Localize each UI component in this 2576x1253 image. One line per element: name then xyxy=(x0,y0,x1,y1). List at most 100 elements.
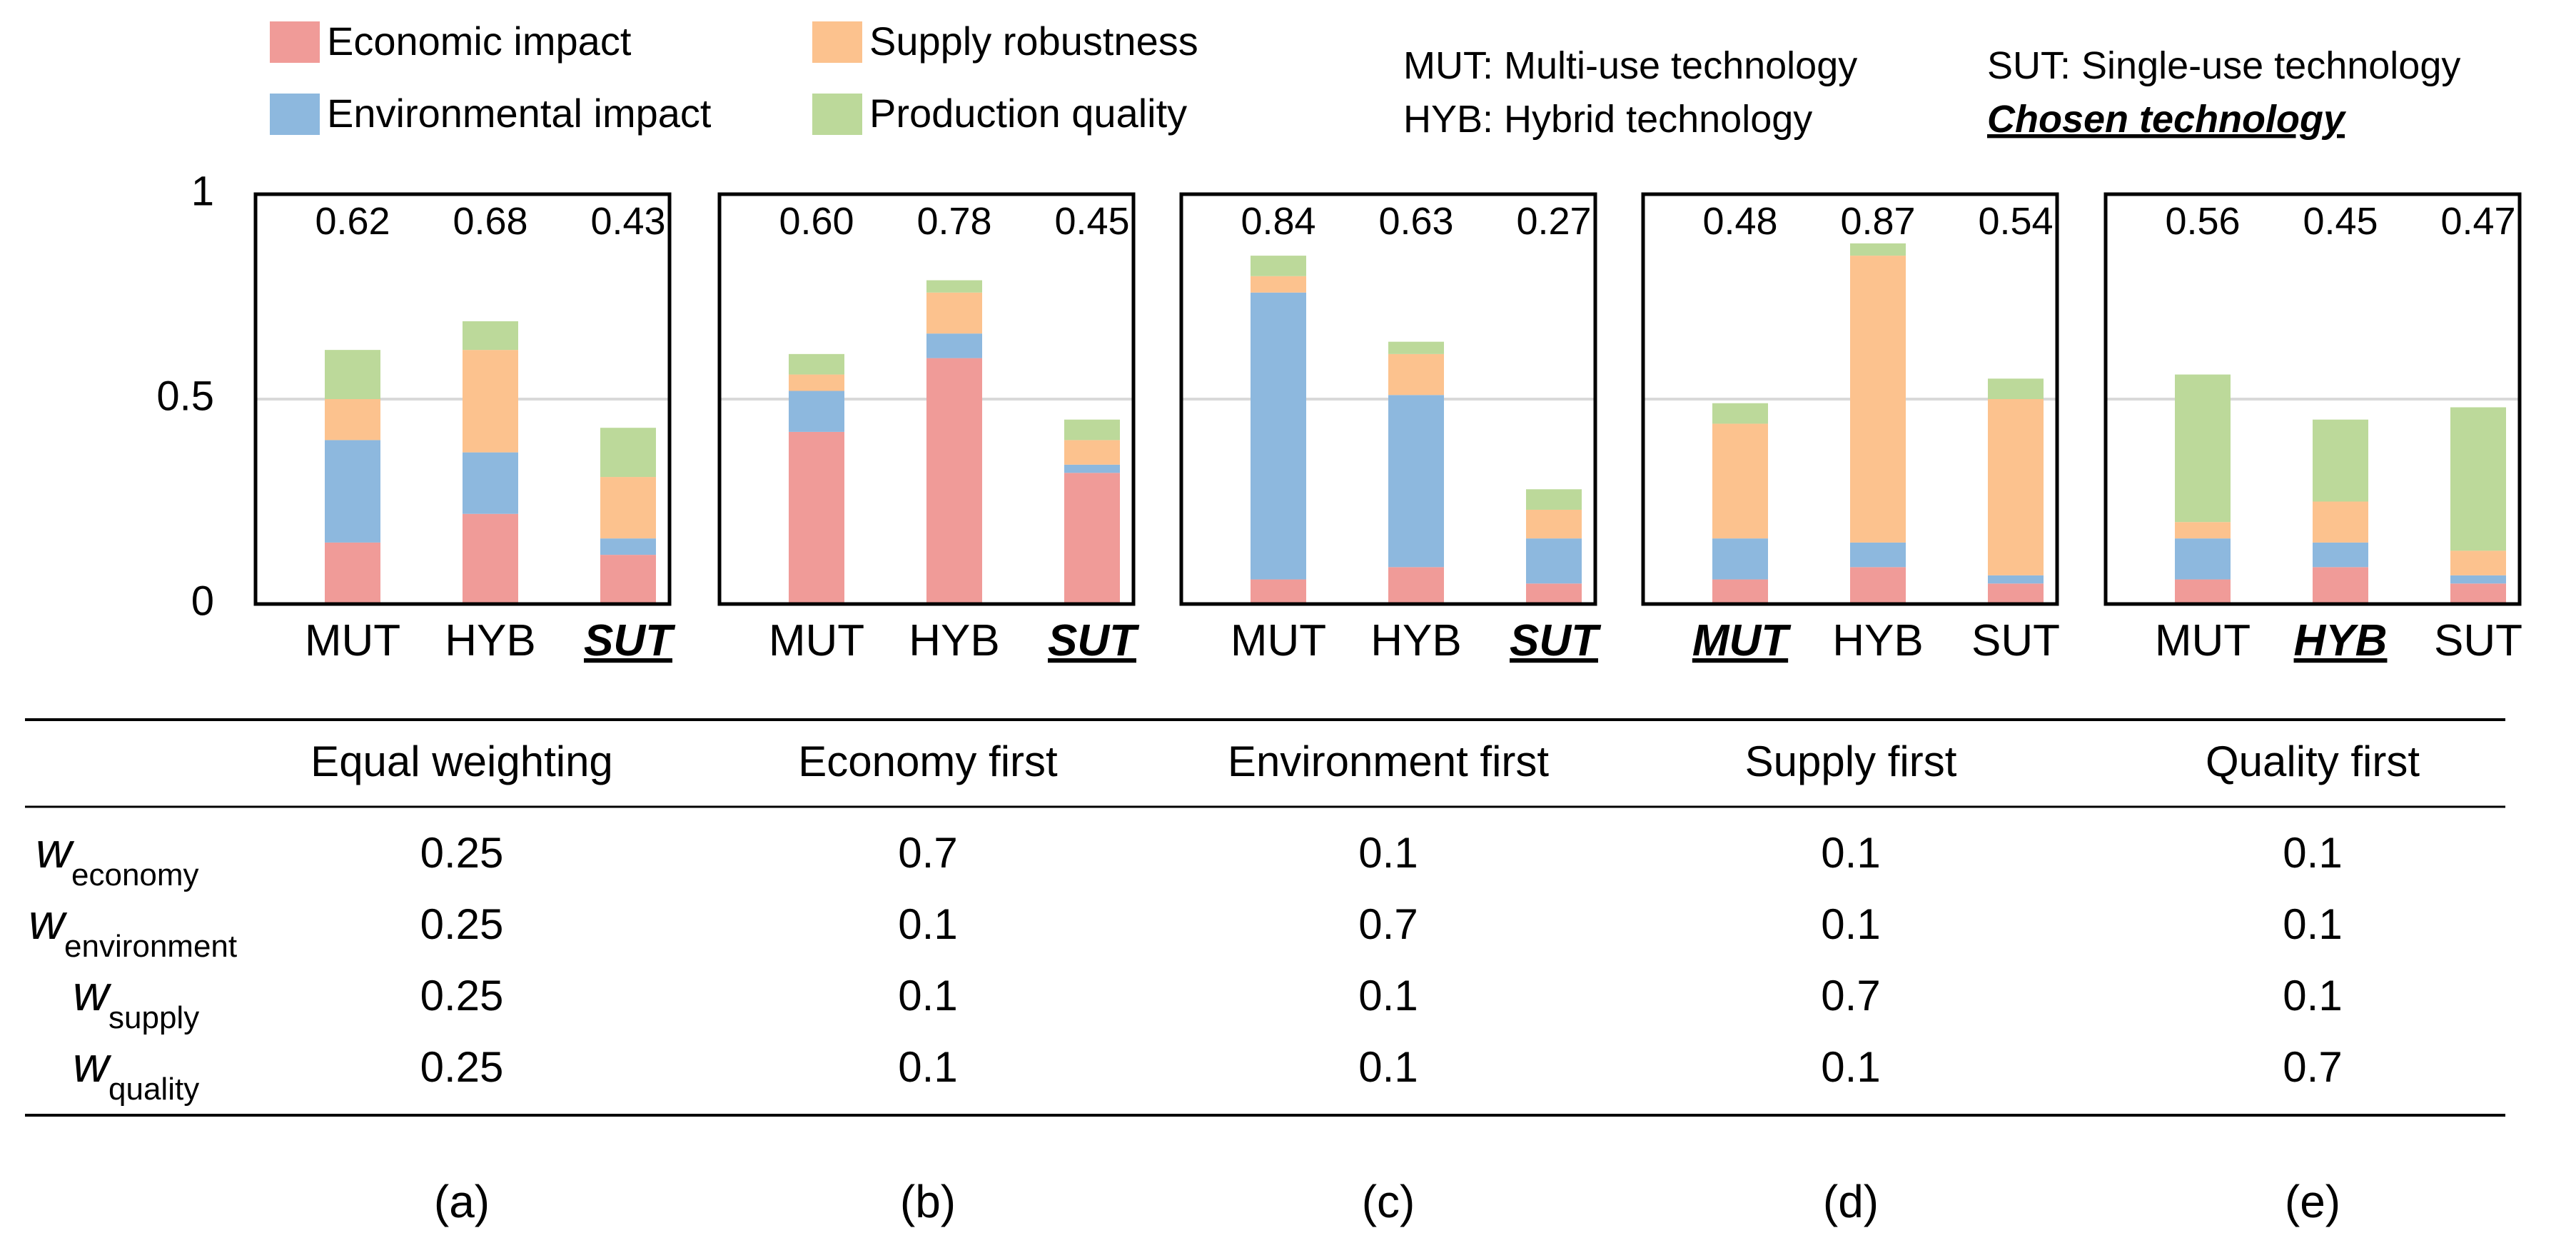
abbrev-sut: SUT: Single-use technology xyxy=(1987,44,2460,87)
weight-cell: 0.1 xyxy=(898,972,957,1020)
category-label: SUT xyxy=(1971,616,2060,665)
bar-segment-environmental xyxy=(463,452,518,514)
bar-segment-economic xyxy=(1850,567,1906,604)
weight-cell: 0.25 xyxy=(420,972,504,1020)
total-label: 0.63 xyxy=(1378,200,1453,243)
category-label-chosen: SUT xyxy=(1510,616,1602,665)
total-label: 0.48 xyxy=(1702,200,1777,243)
chart-panel: 0.62 MUT 0.68 HYB 0.43 SUT xyxy=(253,192,676,665)
total-label: 0.27 xyxy=(1516,200,1591,243)
bar-segment-economic xyxy=(600,555,656,604)
bar-segment-supply xyxy=(2450,550,2506,575)
bar-segment-environmental xyxy=(2175,538,2231,580)
weight-row-economy: w economy 0.25 0.7 0.1 0.1 0.1 xyxy=(36,822,2343,892)
bar-segment-environmental xyxy=(789,391,844,432)
weight-cell: 0.7 xyxy=(898,829,957,877)
legend-label-supply: Supply robustness xyxy=(869,19,1198,64)
weight-cell: 0.1 xyxy=(1821,829,1880,877)
legend-swatch-economic xyxy=(270,21,320,63)
bar-segment-economic xyxy=(926,358,982,604)
bar-segment-economic xyxy=(2175,579,2231,604)
bar-segment-economic xyxy=(1712,579,1768,604)
bar-segment-supply xyxy=(1712,423,1768,539)
weight-cell: 0.7 xyxy=(1358,900,1418,948)
bar-segment-quality xyxy=(600,428,656,478)
bar-segment-supply xyxy=(1251,276,1306,293)
weight-subscript: supply xyxy=(108,1000,199,1035)
bar-segment-economic xyxy=(325,542,380,604)
bar-segment-supply xyxy=(325,399,380,441)
bar-segment-quality xyxy=(1712,403,1768,424)
legend-swatch-quality xyxy=(812,94,862,135)
bar-segment-quality xyxy=(1526,489,1582,510)
bar-segment-environmental xyxy=(2450,575,2506,584)
y-axis: 0 0.5 1 xyxy=(156,168,214,624)
chart-panel: 0.56 MUT 0.45 HYB 0.47 SUT xyxy=(2103,192,2522,665)
total-label: 0.45 xyxy=(1054,200,1129,243)
weight-subscript: quality xyxy=(108,1072,199,1107)
bar-segment-economic xyxy=(2313,567,2368,604)
table-header-quality: Quality first xyxy=(2206,738,2420,785)
bar-segment-economic xyxy=(789,431,844,604)
weight-cell: 0.1 xyxy=(2283,972,2342,1020)
bar-segment-quality xyxy=(463,321,518,351)
weight-cell: 0.1 xyxy=(898,1043,957,1091)
panel-label-a: (a) xyxy=(434,1176,490,1227)
category-label: MUT xyxy=(769,616,864,665)
weight-cell: 0.7 xyxy=(2283,1043,2342,1091)
weight-symbol: w xyxy=(73,1037,112,1092)
category-label: MUT xyxy=(305,616,400,665)
category-label: MUT xyxy=(2155,616,2251,665)
weight-symbol: w xyxy=(73,965,112,1021)
weight-cell: 0.25 xyxy=(420,829,504,877)
panel-label-c: (c) xyxy=(1362,1176,1415,1227)
total-label: 0.56 xyxy=(2165,200,2240,243)
total-label: 0.54 xyxy=(1978,200,2053,243)
weight-symbol: w xyxy=(36,822,75,878)
table-header-equal: Equal weighting xyxy=(310,738,613,785)
weight-row-quality: w quality 0.25 0.1 0.1 0.1 0.7 xyxy=(73,1037,2343,1107)
category-label: HYB xyxy=(445,616,535,665)
abbrev-hyb: HYB: Hybrid technology xyxy=(1403,98,1812,141)
legend-label-economic: Economic impact xyxy=(327,19,632,64)
bar-segment-supply xyxy=(1850,256,1906,543)
bar-segment-supply xyxy=(2175,522,2231,539)
bar-segment-environmental xyxy=(1526,538,1582,584)
panel-frame xyxy=(253,192,672,606)
bar-segment-quality xyxy=(2175,374,2231,523)
table-header-environment: Environment first xyxy=(1228,738,1549,785)
bar-segment-economic xyxy=(1526,583,1582,604)
total-label: 0.62 xyxy=(315,200,390,243)
bar-segment-environmental xyxy=(325,440,380,543)
weight-cell: 0.1 xyxy=(1358,829,1418,877)
chart-panel: 0.48 MUT 0.87 HYB 0.54 SUT xyxy=(1641,192,2060,665)
weight-cell: 0.1 xyxy=(1821,1043,1880,1091)
bar-segment-quality xyxy=(1064,419,1120,441)
category-label-chosen: SUT xyxy=(1048,616,1140,665)
weight-row-environment: w environment 0.25 0.1 0.7 0.1 0.1 xyxy=(29,894,2343,964)
category-label: HYB xyxy=(1370,616,1461,665)
weight-subscript: economy xyxy=(71,857,199,892)
bar-segment-environmental xyxy=(1988,575,2044,584)
bar-segment-supply xyxy=(1526,509,1582,539)
abbrev-chosen: Chosen technology xyxy=(1987,98,2347,141)
weight-cell: 0.1 xyxy=(2283,900,2342,948)
bar-segment-supply xyxy=(2313,501,2368,543)
legend-swatch-environmental xyxy=(270,94,320,135)
bar-segment-quality xyxy=(1988,378,2044,399)
bar-segment-economic xyxy=(1388,567,1444,604)
weight-cell: 0.25 xyxy=(420,900,504,948)
category-label: SUT xyxy=(2434,616,2522,665)
weight-cell: 0.1 xyxy=(2283,829,2342,877)
y-tick-label-0: 0 xyxy=(191,578,214,624)
panel-label-e: (e) xyxy=(2285,1176,2340,1227)
bar-segment-supply xyxy=(463,350,518,453)
chart-panels: 0.62 MUT 0.68 HYB 0.43 SUT 0.60 MUT 0.78 HYB 0.45 S… xyxy=(253,192,2522,665)
bar-segment-quality xyxy=(1251,256,1306,276)
panel-frame xyxy=(1179,192,1597,606)
bar-segment-quality xyxy=(1388,341,1444,354)
bar-segment-economic xyxy=(463,513,518,604)
